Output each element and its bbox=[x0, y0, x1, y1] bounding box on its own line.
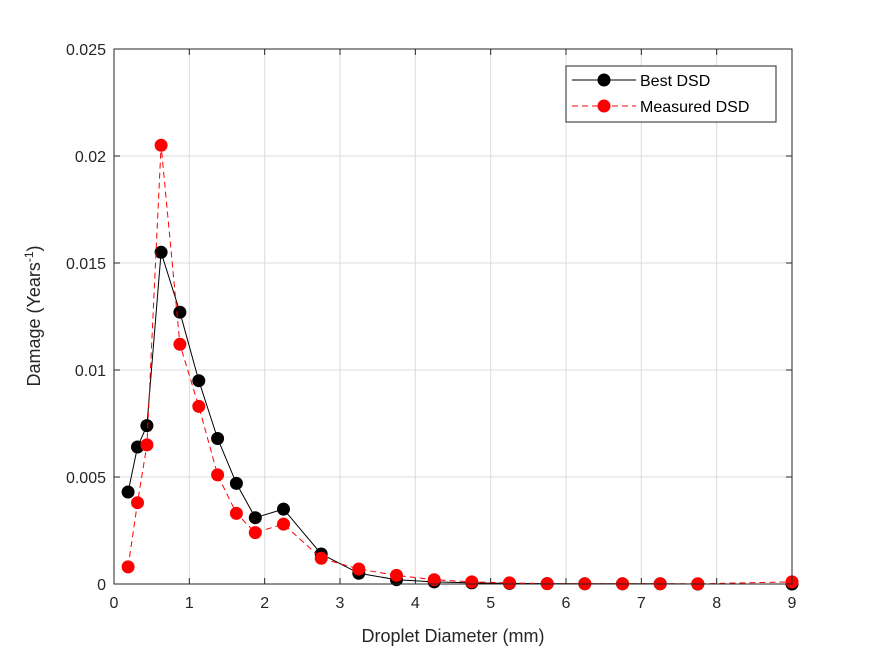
data-point-measured-dsd bbox=[121, 560, 135, 574]
y-tick-label: 0.005 bbox=[66, 470, 106, 487]
x-tick-label: 2 bbox=[260, 595, 269, 612]
data-point-measured-dsd bbox=[427, 573, 441, 587]
data-point-measured-dsd bbox=[503, 576, 516, 590]
y-axis-label-superscript: -1 bbox=[22, 251, 36, 262]
y-tick-label: 0 bbox=[97, 577, 106, 594]
data-point-best-dsd bbox=[248, 511, 262, 525]
legend-label-measured-dsd: Measured DSD bbox=[640, 99, 749, 116]
plot-frame bbox=[113, 48, 793, 585]
y-tick-label: 0.025 bbox=[66, 42, 106, 59]
x-axis-label: Droplet Diameter (mm) bbox=[361, 626, 544, 646]
x-tick-label: 5 bbox=[486, 595, 495, 612]
data-point-best-dsd bbox=[277, 502, 290, 516]
data-point-measured-dsd bbox=[314, 551, 328, 565]
legend-label-best-dsd: Best DSD bbox=[640, 73, 710, 90]
y-axis-label: Damage (Years-1) bbox=[22, 245, 44, 386]
x-tick-label: 8 bbox=[712, 595, 721, 612]
data-point-measured-dsd bbox=[173, 337, 187, 351]
y-tick-label: 0.01 bbox=[75, 363, 106, 380]
data-point-best-dsd bbox=[121, 485, 135, 499]
y-tick-label: 0.015 bbox=[66, 256, 106, 273]
data-point-measured-dsd bbox=[131, 496, 144, 510]
x-tick-label: 9 bbox=[788, 595, 797, 612]
legend: Best DSD Measured DSD bbox=[565, 65, 777, 123]
data-point-best-dsd bbox=[211, 432, 225, 445]
data-point-best-dsd bbox=[154, 245, 168, 259]
data-point-best-dsd bbox=[140, 419, 154, 433]
data-point-measured-dsd bbox=[229, 506, 243, 520]
data-point-measured-dsd bbox=[465, 575, 479, 589]
y-tick-label: 0.02 bbox=[75, 149, 106, 166]
x-tick-label: 0 bbox=[110, 595, 119, 612]
legend-marker-measured-dsd bbox=[597, 99, 611, 113]
legend-marker-best-dsd bbox=[597, 73, 611, 87]
x-tick-label: 6 bbox=[562, 595, 571, 612]
plot-background bbox=[114, 49, 792, 584]
data-point-measured-dsd bbox=[390, 568, 403, 582]
x-tick-label: 1 bbox=[185, 595, 194, 612]
data-point-measured-dsd bbox=[140, 438, 154, 452]
data-point-best-dsd bbox=[229, 476, 243, 490]
x-tick-label: 7 bbox=[637, 595, 646, 612]
data-point-measured-dsd bbox=[248, 526, 262, 540]
data-point-measured-dsd bbox=[154, 138, 168, 152]
x-tick-label: 3 bbox=[336, 595, 345, 612]
data-point-measured-dsd bbox=[192, 399, 206, 413]
data-point-measured-dsd bbox=[211, 468, 225, 482]
data-point-measured-dsd bbox=[277, 517, 290, 531]
data-point-best-dsd bbox=[192, 374, 206, 388]
data-point-measured-dsd bbox=[352, 562, 366, 576]
y-axis-ticks: 0 0.005 0.01 0.015 0.02 0.025 bbox=[66, 42, 792, 594]
data-point-best-dsd bbox=[173, 305, 187, 319]
x-tick-label: 4 bbox=[411, 595, 420, 612]
